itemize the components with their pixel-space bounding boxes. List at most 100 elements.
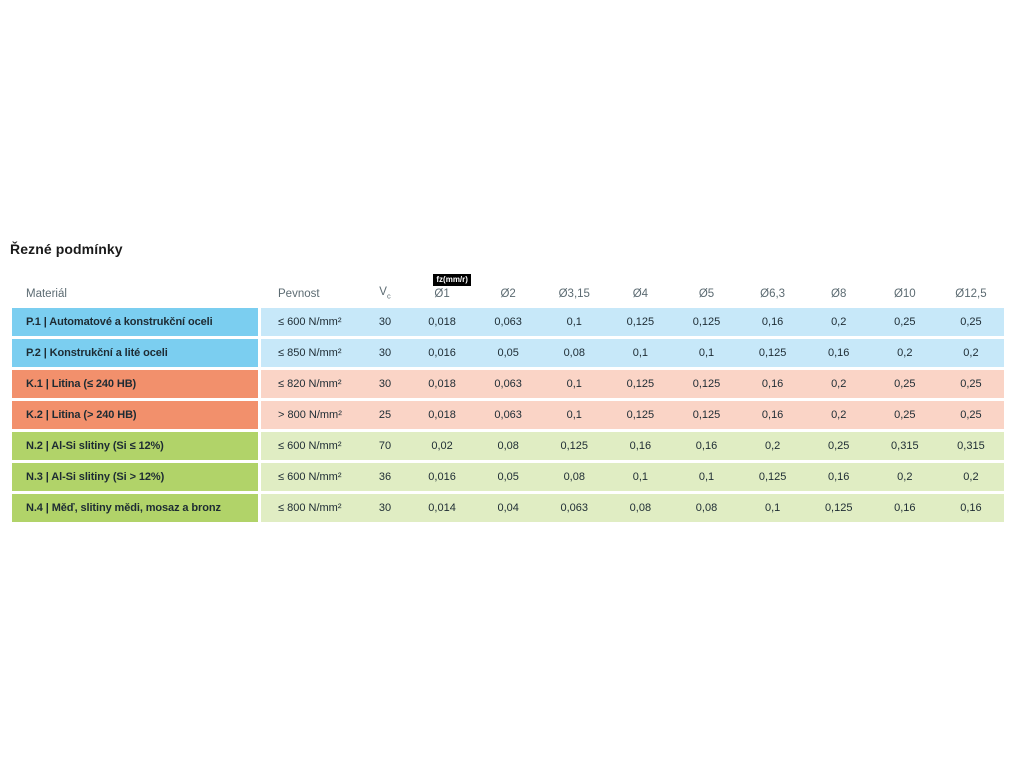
- table-row: N.4 | Měď, slitiny mědi, mosaz a bronz ≤…: [12, 494, 1004, 522]
- fz-value-cell: 0,25: [960, 409, 982, 421]
- fz-value-cell: 0,16: [828, 471, 850, 483]
- pevnost-cell: ≤ 600 N/mm²: [278, 440, 342, 452]
- table-header-row: Materiál Pevnost Vc fz(mm/r) Ø1 Ø2 Ø3,15…: [12, 266, 1004, 300]
- cutting-conditions-table: Materiál Pevnost Vc fz(mm/r) Ø1 Ø2 Ø3,15…: [12, 266, 1004, 522]
- fz-value-cell: 0,16: [761, 378, 784, 390]
- column-header-diameter-3: Ø3,15: [558, 288, 590, 300]
- fz-value-cell: 0,08: [497, 440, 519, 452]
- fz-value-cell: 0,25: [960, 316, 982, 328]
- material-cell: N.3 | Al-Si slitiny (Si > 12%): [12, 463, 258, 491]
- fz-value-cell: 0,05: [497, 347, 519, 359]
- fz-value-cell: 0,2: [897, 347, 913, 359]
- fz-value-cell: 0,125: [626, 316, 655, 328]
- vc-cell: 36: [378, 471, 392, 483]
- table-row: N.3 | Al-Si slitiny (Si > 12%) ≤ 600 N/m…: [12, 463, 1004, 491]
- row-band: > 800 N/mm² 25 0,018 0,063 0,1 0,125 0,125 0,…: [261, 401, 1004, 429]
- pevnost-cell: ≤ 850 N/mm²: [278, 347, 342, 359]
- material-cell: K.1 | Litina (≤ 240 HB): [12, 370, 258, 398]
- fz-value-cell: 0,125: [692, 409, 721, 421]
- fz-value-cell: 0,063: [560, 502, 589, 514]
- fz-value-cell: 0,063: [494, 409, 522, 421]
- fz-value-cell: 0,16: [761, 409, 784, 421]
- vc-cell: 30: [378, 502, 392, 514]
- fz-value-cell: 0,014: [428, 502, 456, 514]
- table-row: K.1 | Litina (≤ 240 HB) ≤ 820 N/mm² 30 0…: [12, 370, 1004, 398]
- fz-value-cell: 0,16: [629, 440, 652, 452]
- fz-value-cell: 0,018: [428, 378, 456, 390]
- fz-value-cell: 0,125: [758, 471, 787, 483]
- fz-value-cell: 0,125: [560, 440, 589, 452]
- column-header-diameter-4: Ø4: [632, 288, 649, 300]
- pevnost-cell: ≤ 800 N/mm²: [278, 502, 342, 514]
- fz-value-cell: 0,16: [828, 347, 850, 359]
- fz-value-cell: 0,1: [764, 502, 781, 514]
- fz-value-cell: 0,125: [758, 347, 787, 359]
- header-band: Pevnost Vc fz(mm/r) Ø1 Ø2 Ø3,15 Ø4 Ø5 Ø6…: [261, 274, 1004, 300]
- fz-value-cell: 0,315: [957, 440, 985, 452]
- fz-value-cell: 0,125: [626, 409, 655, 421]
- diameter-1-label: Ø1: [434, 288, 450, 300]
- column-header-diameter-2: Ø2: [500, 288, 516, 300]
- page-title: Řezné podmínky: [10, 241, 123, 257]
- row-band: ≤ 820 N/mm² 30 0,018 0,063 0,1 0,125 0,125 0,…: [261, 370, 1004, 398]
- column-header-material: Materiál: [26, 288, 67, 300]
- fz-value-cell: 0,063: [494, 378, 522, 390]
- row-band: ≤ 800 N/mm² 30 0,014 0,04 0,063 0,08 0,08 0,1…: [261, 494, 1004, 522]
- fz-value-cell: 0,125: [692, 316, 721, 328]
- fz-value-cell: 0,25: [960, 378, 982, 390]
- fz-value-cell: 0,08: [563, 471, 585, 483]
- fz-value-cell: 0,018: [428, 316, 456, 328]
- fz-value-cell: 0,02: [431, 440, 453, 452]
- fz-value-cell: 0,16: [960, 502, 982, 514]
- vc-cell: 30: [378, 347, 392, 359]
- vc-cell: 70: [378, 440, 392, 452]
- fz-value-cell: 0,125: [824, 502, 853, 514]
- fz-value-cell: 0,1: [698, 347, 715, 359]
- diameter-1-wrap: fz(mm/r) Ø1: [433, 274, 471, 300]
- fz-value-cell: 0,063: [494, 316, 522, 328]
- fz-value-cell: 0,16: [695, 440, 718, 452]
- vc-cell: 30: [378, 316, 392, 328]
- fz-value-cell: 0,315: [891, 440, 919, 452]
- table-row: P.2 | Konstrukční a lité oceli ≤ 850 N/m…: [12, 339, 1004, 367]
- fz-value-cell: 0,125: [626, 378, 655, 390]
- column-header-diameter-8: Ø10: [893, 288, 916, 300]
- column-header-pevnost: Pevnost: [278, 288, 320, 300]
- fz-value-cell: 0,16: [894, 502, 916, 514]
- fz-value-cell: 0,08: [563, 347, 585, 359]
- fz-value-cell: 0,08: [629, 502, 652, 514]
- vc-subscript: c: [386, 291, 391, 300]
- fz-value-cell: 0,2: [831, 316, 847, 328]
- fz-value-cell: 0,1: [632, 471, 649, 483]
- fz-value-cell: 0,2: [963, 471, 979, 483]
- pevnost-cell: ≤ 600 N/mm²: [278, 316, 342, 328]
- row-band: ≤ 600 N/mm² 70 0,02 0,08 0,125 0,16 0,16 0,2 0…: [261, 432, 1004, 460]
- column-header-diameter-1: fz(mm/r) Ø1: [409, 274, 475, 300]
- row-band: ≤ 600 N/mm² 36 0,016 0,05 0,08 0,1 0,1 0,125 0…: [261, 463, 1004, 491]
- fz-value-cell: 0,04: [497, 502, 519, 514]
- material-cell: N.2 | Al-Si slitiny (Si ≤ 12%): [12, 432, 258, 460]
- vc-symbol: V: [379, 285, 387, 298]
- column-header-diameter-7: Ø8: [831, 288, 847, 300]
- fz-value-cell: 0,2: [831, 409, 847, 421]
- fz-value-cell: 0,08: [695, 502, 718, 514]
- table-row: N.2 | Al-Si slitiny (Si ≤ 12%) ≤ 600 N/m…: [12, 432, 1004, 460]
- fz-value-cell: 0,25: [894, 378, 916, 390]
- pevnost-cell: > 800 N/mm²: [278, 409, 342, 421]
- pevnost-cell: ≤ 600 N/mm²: [278, 471, 342, 483]
- fz-value-cell: 0,018: [428, 409, 456, 421]
- vc-cell: 25: [378, 409, 392, 421]
- fz-value-cell: 0,25: [894, 409, 916, 421]
- table-row: P.1 | Automatové a konstrukční oceli ≤ 6…: [12, 308, 1004, 336]
- material-cell: N.4 | Měď, slitiny mědi, mosaz a bronz: [12, 494, 258, 522]
- fz-value-cell: 0,16: [761, 316, 784, 328]
- material-cell: P.1 | Automatové a konstrukční oceli: [12, 308, 258, 336]
- table-row: K.2 | Litina (> 240 HB) > 800 N/mm² 25 0…: [12, 401, 1004, 429]
- fz-value-cell: 0,25: [894, 316, 916, 328]
- row-band: ≤ 600 N/mm² 30 0,018 0,063 0,1 0,125 0,125 0,…: [261, 308, 1004, 336]
- material-cell: P.2 | Konstrukční a lité oceli: [12, 339, 258, 367]
- material-cell: K.2 | Litina (> 240 HB): [12, 401, 258, 429]
- fz-value-cell: 0,1: [632, 347, 649, 359]
- fz-value-cell: 0,016: [428, 471, 456, 483]
- fz-value-cell: 0,2: [764, 440, 781, 452]
